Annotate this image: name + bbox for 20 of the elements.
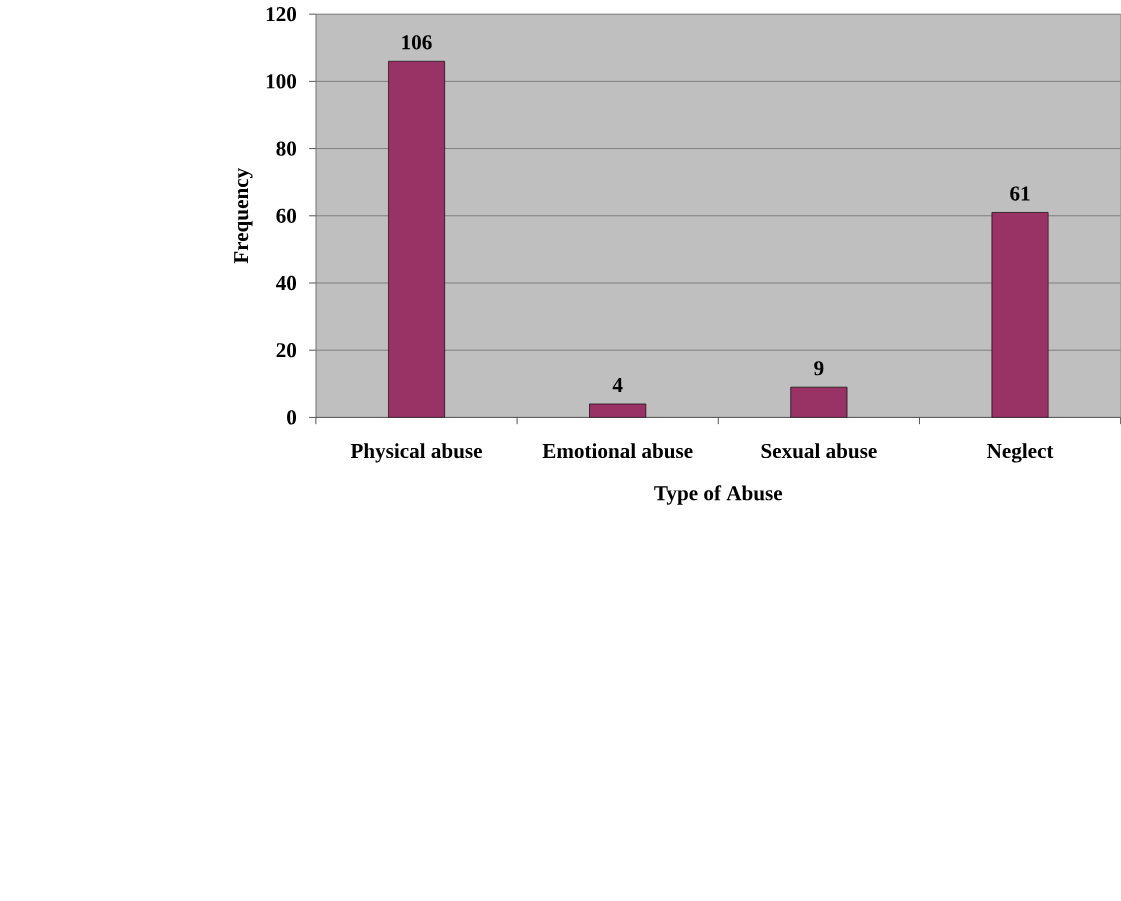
data-label: 4: [612, 377, 623, 392]
y-tick-label: 80: [276, 141, 297, 156]
bar: [790, 386, 848, 418]
bar: [387, 60, 445, 418]
y-tick-label: 40: [275, 275, 297, 290]
x-axis-title: Type of Abuse: [654, 485, 783, 505]
bar: [991, 211, 1049, 418]
data-label: 9: [814, 361, 824, 376]
x-tick-label: Physical abuse: [350, 443, 482, 463]
x-tick-label: Neglect: [987, 443, 1054, 463]
y-tick-label: 120: [266, 6, 297, 22]
data-label: 61: [1010, 186, 1030, 201]
y-tick-label: 20: [276, 342, 297, 358]
y-tick-label: 100: [266, 74, 297, 89]
y-tick-label: 0: [287, 410, 297, 425]
y-tick-label: 60: [276, 208, 297, 223]
x-tick-label: Sexual abuse: [761, 443, 877, 458]
x-tick-label: Emotional abuse: [542, 443, 693, 458]
y-axis-title: Frequency: [234, 167, 253, 264]
data-label: 106: [402, 35, 432, 50]
